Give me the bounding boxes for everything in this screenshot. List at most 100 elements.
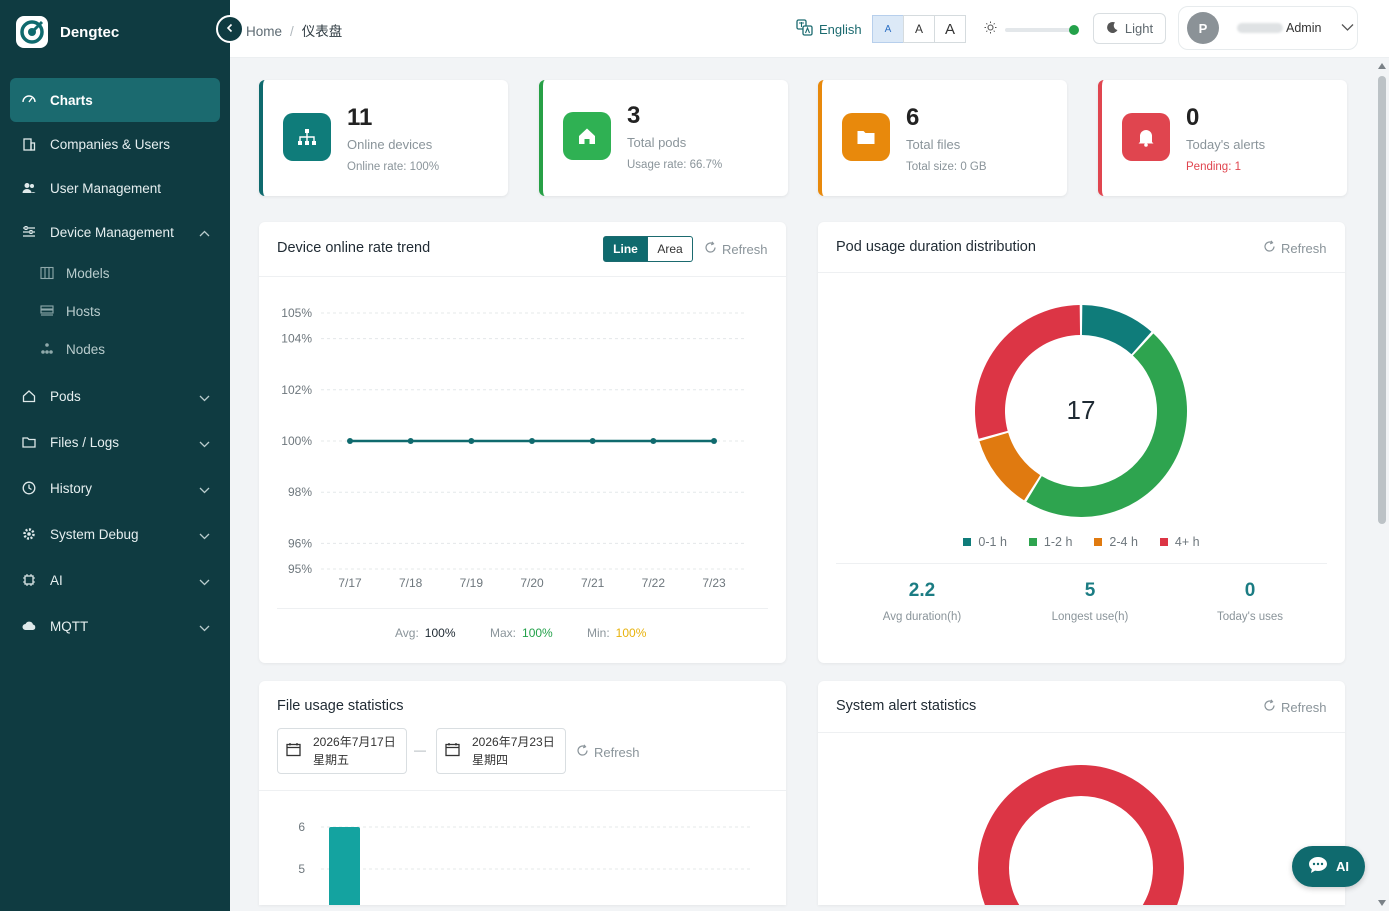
- start-date-picker[interactable]: 2026年7月17日 星期五: [277, 728, 407, 774]
- slider-knob[interactable]: [1069, 25, 1079, 35]
- ai-assistant-button[interactable]: AI: [1292, 846, 1365, 887]
- home-icon: [22, 389, 36, 403]
- sidebar-item-hosts[interactable]: Hosts: [0, 292, 230, 330]
- data-point[interactable]: [468, 438, 475, 444]
- stat-card-total-files: 6 Total files Total size: 0 GB: [818, 80, 1067, 196]
- sidebar-item-companies-users[interactable]: Companies & Users: [0, 122, 230, 166]
- line-toggle-button[interactable]: Line: [603, 236, 648, 262]
- y-tick-label: 105%: [281, 306, 312, 320]
- pod-stat-value: 5: [1084, 580, 1096, 601]
- y-tick-label: 6: [298, 820, 305, 834]
- data-point[interactable]: [407, 438, 414, 444]
- y-tick-label: 98%: [288, 485, 312, 499]
- legend-item[interactable]: 1-2 h: [1028, 535, 1072, 549]
- sliders-icon: [22, 225, 36, 239]
- summary-max-value: 100%: [522, 626, 553, 640]
- donut-slice[interactable]: [974, 305, 1081, 439]
- sidebar-item-label: Pods: [50, 388, 81, 404]
- sidebar-item-label: Models: [66, 265, 110, 281]
- sidebar-item-device-management[interactable]: Device Management: [0, 210, 230, 254]
- calendar-icon: [286, 742, 301, 760]
- breadcrumb-current: 仪表盘: [301, 24, 343, 39]
- y-tick-label: 102%: [281, 383, 312, 397]
- end-date-weekday: 星期四: [472, 753, 509, 767]
- x-tick-label: 7/22: [642, 576, 666, 590]
- sidebar-item-system-debug[interactable]: System Debug: [0, 512, 230, 556]
- sidebar-item-user-management[interactable]: User Management: [0, 166, 230, 210]
- data-point[interactable]: [650, 438, 657, 444]
- data-point[interactable]: [711, 438, 717, 444]
- donut-slice[interactable]: [979, 432, 1041, 501]
- sidebar-item-mqtt[interactable]: MQTT: [0, 604, 230, 648]
- stat-label: Today's alerts: [1186, 137, 1266, 152]
- donut-slice[interactable]: [978, 765, 1184, 906]
- sidebar-item-label: Companies & Users: [50, 136, 171, 152]
- scrollbar-thumb[interactable]: [1378, 76, 1386, 524]
- refresh-label: Refresh: [1281, 699, 1327, 715]
- brand-logo-icon: [16, 16, 48, 48]
- pod-stat-label: Today's uses: [1216, 611, 1284, 623]
- stat-card-online-devices: 11 Online devices Online rate: 100%: [259, 80, 508, 196]
- stat-label: Total pods: [627, 135, 687, 150]
- end-date-picker[interactable]: 2026年7月23日 星期四: [436, 728, 566, 774]
- summary-max: Max: 100%: [490, 626, 553, 640]
- legend-label: 4+ h: [1174, 535, 1200, 549]
- brand[interactable]: Dengtec: [0, 0, 230, 64]
- refresh-button[interactable]: Refresh: [576, 744, 640, 760]
- pod-stat-label: Avg duration(h): [882, 611, 962, 623]
- font-size-medium-button[interactable]: A: [903, 15, 935, 43]
- donut-slice[interactable]: [1026, 333, 1188, 518]
- data-point[interactable]: [529, 438, 535, 444]
- sidebar-item-ai[interactable]: AI: [0, 558, 230, 602]
- refresh-label: Refresh: [594, 744, 640, 760]
- start-date-text: 2026年7月17日: [313, 735, 396, 749]
- legend-item[interactable]: 0-1 h: [963, 535, 1007, 549]
- sidebar-item-models[interactable]: Models: [0, 254, 230, 292]
- page-scrollbar[interactable]: [1376, 58, 1389, 911]
- sidebar-item-charts[interactable]: Charts: [10, 78, 220, 122]
- sidebar-collapse-button[interactable]: [216, 15, 244, 43]
- refresh-icon: [1263, 699, 1281, 715]
- language-switch[interactable]: English: [796, 19, 862, 39]
- summary-min: Min: 100%: [587, 626, 646, 640]
- start-date-weekday: 星期五: [313, 753, 350, 767]
- translate-icon: [796, 19, 819, 39]
- header: Home / 仪表盘 English A A A Light P Admin: [230, 0, 1389, 58]
- sidebar-menu: Charts Companies & Users User Management…: [0, 78, 230, 648]
- stat-label: Total files: [906, 137, 961, 152]
- breadcrumb-home[interactable]: Home: [246, 24, 283, 39]
- refresh-button[interactable]: Refresh: [1263, 699, 1327, 715]
- summary-avg: Avg: 100%: [395, 626, 456, 640]
- data-point[interactable]: [589, 438, 596, 444]
- sidebar-item-pods[interactable]: Pods: [0, 374, 230, 418]
- cloud-icon: [22, 619, 36, 633]
- scroll-up-arrow[interactable]: [1378, 63, 1386, 69]
- theme-toggle-button[interactable]: Light: [1093, 13, 1166, 44]
- stat-card-total-pods: 3 Total pods Usage rate: 66.7%: [539, 80, 788, 196]
- stat-value: 11: [347, 104, 373, 131]
- user-menu[interactable]: P Admin: [1178, 6, 1358, 50]
- sidebar-item-files-logs[interactable]: Files / Logs: [0, 420, 230, 464]
- area-toggle-button[interactable]: Area: [648, 236, 693, 262]
- sidebar-item-label: History: [50, 480, 93, 496]
- bar[interactable]: [329, 827, 360, 905]
- slider-track[interactable]: [1005, 25, 1079, 35]
- sidebar-item-label: MQTT: [50, 618, 89, 634]
- sidebar-item-history[interactable]: History: [0, 466, 230, 510]
- data-point[interactable]: [347, 438, 353, 444]
- refresh-button[interactable]: Refresh: [1263, 240, 1327, 256]
- legend-item[interactable]: 4+ h: [1159, 535, 1200, 549]
- calendar-icon: [445, 742, 460, 760]
- sidebar-item-label: Nodes: [66, 341, 106, 357]
- legend-item[interactable]: 2-4 h: [1094, 535, 1138, 549]
- refresh-button[interactable]: Refresh: [704, 241, 768, 257]
- font-size-small-button[interactable]: A: [872, 15, 904, 43]
- language-label: English: [819, 21, 862, 37]
- font-size-large-button[interactable]: A: [934, 15, 966, 43]
- donut-slice[interactable]: [1081, 305, 1152, 355]
- donut-chart: 17: [974, 305, 1188, 518]
- scroll-down-arrow[interactable]: [1378, 900, 1386, 906]
- brightness-slider[interactable]: [984, 21, 1079, 39]
- sidebar-item-nodes[interactable]: Nodes: [0, 330, 230, 368]
- panel-divider: [818, 732, 1345, 733]
